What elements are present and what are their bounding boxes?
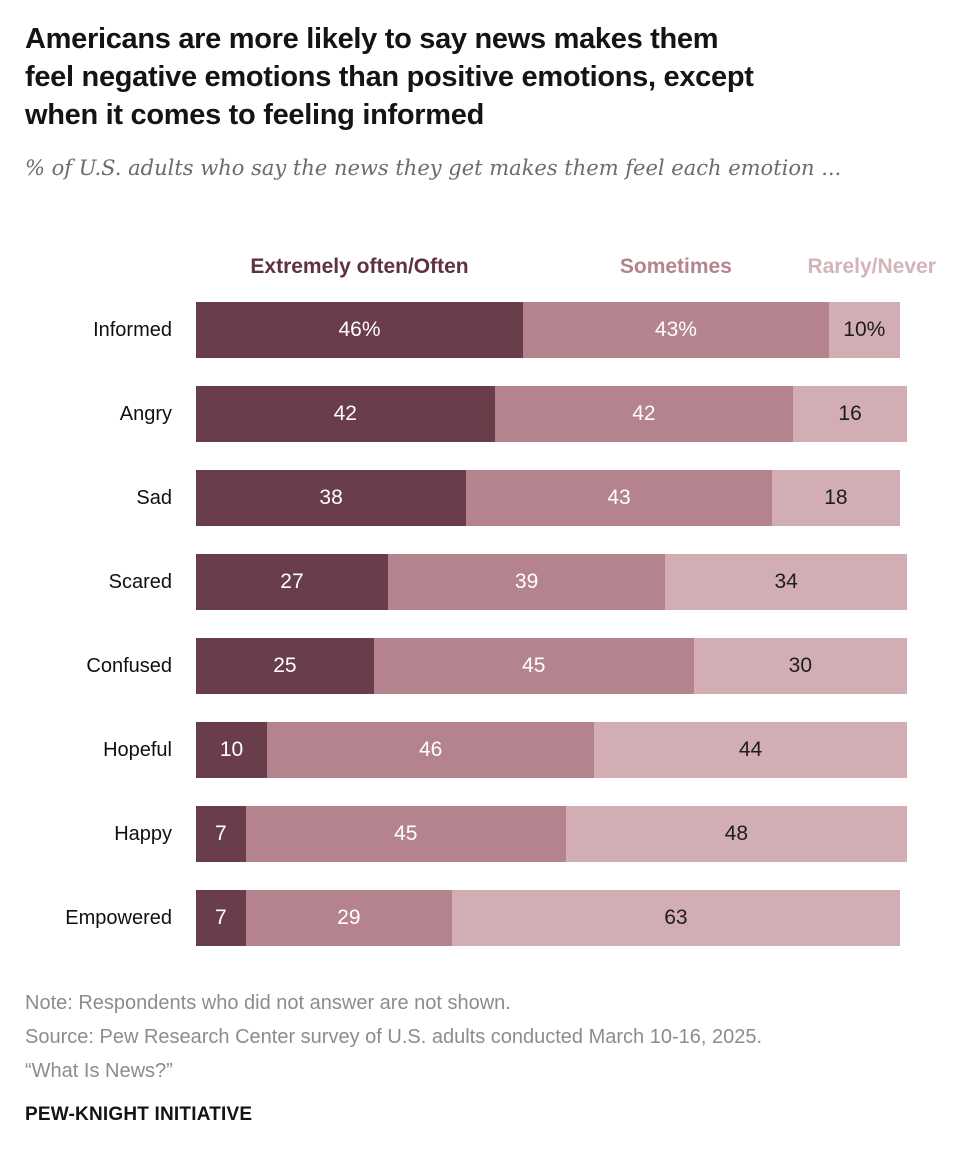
bar-segment: 48 [565, 806, 907, 862]
bar-value-label: 38 [319, 486, 343, 509]
bar-track: 7 45 48 [196, 806, 907, 862]
bar-segment: 38 [196, 470, 467, 526]
legend-item-sometimes: Sometimes [619, 255, 732, 278]
bar-row: Informed 46% 43% 10% [0, 302, 976, 358]
bar-segment: 10 [196, 722, 268, 778]
bar-segment: 39 [387, 554, 666, 610]
bar-segment: 43% [523, 302, 829, 358]
bar-row: Empowered 7 29 63 [0, 890, 976, 946]
legend-item-extremely-often: Extremely often/Often [250, 255, 469, 278]
bar-value-label: 48 [724, 822, 749, 845]
bar-value-label: 18 [824, 486, 848, 509]
bar-track: 25 45 30 [196, 638, 907, 694]
bar-value-label: 45 [522, 654, 546, 677]
bar-row: Happy 7 45 48 [0, 806, 976, 862]
bar-segment: 42 [494, 386, 794, 442]
bar-value-label: 27 [280, 570, 304, 593]
bar-value-label: 39 [514, 570, 539, 593]
brand-text: PEW-KNIGHT INITIATIVE [25, 1104, 253, 1125]
bar-value-label: 43 [607, 486, 631, 509]
page-title: Americans are more likely to say news ma… [25, 20, 946, 134]
stacked-bar-chart: Extremely often/Often Sometimes Rarely/N… [0, 216, 976, 946]
page-subtitle: % of U.S. adults who say the news they g… [25, 156, 842, 180]
chart-rows: Informed 46% 43% 10% Angry 42 42 16 Sad 38 43 18 Sca… [0, 302, 976, 946]
bar-value-label: 30 [788, 654, 813, 677]
bar-segment: 30 [693, 638, 907, 694]
bar-segment: 10% [828, 302, 900, 358]
bar-segment: 46% [196, 302, 524, 358]
bar-track: 38 43 18 [196, 470, 907, 526]
title-line-2: feel negative emotions than positive emo… [25, 61, 754, 93]
bar-value-label: 7 [215, 906, 227, 929]
bar-segment: 46 [267, 722, 595, 778]
bar-segment: 45 [245, 806, 566, 862]
row-label: Informed [93, 318, 172, 341]
bar-segment: 29 [245, 890, 452, 946]
footer: Note: Respondents who did not answer are… [0, 946, 976, 1126]
bar-segment: 43 [466, 470, 772, 526]
bar-track: 46% 43% 10% [196, 302, 907, 358]
bar-value-label: 29 [337, 906, 361, 929]
bar-track: 42 42 16 [196, 386, 907, 442]
bar-value-label: 42 [333, 402, 357, 425]
bar-row: Hopeful 10 46 44 [0, 722, 976, 778]
bar-value-label: 34 [774, 570, 798, 593]
bar-segment: 27 [196, 554, 388, 610]
bar-value-label: 42 [632, 402, 656, 425]
chart-legend: Extremely often/Often Sometimes Rarely/N… [196, 216, 935, 280]
bar-value-label: 10 [219, 738, 244, 761]
bar-row: Confused 25 45 30 [0, 638, 976, 694]
bar-value-label: 25 [273, 654, 297, 677]
bar-track: 27 39 34 [196, 554, 907, 610]
row-label: Empowered [65, 906, 172, 929]
title-line-1: Americans are more likely to say news ma… [25, 23, 719, 55]
bar-segment: 7 [196, 890, 246, 946]
source-text: Source: Pew Research Center survey of U.… [25, 1026, 763, 1048]
bar-segment: 44 [594, 722, 907, 778]
bar-segment: 7 [196, 806, 246, 862]
bar-segment: 42 [196, 386, 495, 442]
bar-segment: 63 [451, 890, 900, 946]
row-label: Sad [136, 486, 172, 509]
row-label: Confused [86, 654, 172, 677]
bar-row: Scared 27 39 34 [0, 554, 976, 610]
bar-segment: 16 [793, 386, 907, 442]
bar-value-label: 16 [838, 402, 862, 425]
row-label: Hopeful [103, 738, 172, 761]
bar-segment: 34 [665, 554, 907, 610]
header: Americans are more likely to say news ma… [0, 0, 976, 180]
bar-value-label: 46% [338, 318, 381, 341]
bar-segment: 25 [196, 638, 374, 694]
bar-row: Sad 38 43 18 [0, 470, 976, 526]
note-text: Note: Respondents who did not answer are… [25, 992, 511, 1014]
bar-segment: 45 [373, 638, 694, 694]
row-label: Scared [108, 570, 172, 593]
bar-value-label: 45 [394, 822, 418, 845]
bar-value-label: 43% [654, 318, 697, 341]
bar-track: 7 29 63 [196, 890, 907, 946]
bar-row: Angry 42 42 16 [0, 386, 976, 442]
title-line-3: when it comes to feeling informed [25, 99, 484, 131]
legend-item-rarely-never: Rarely/Never [807, 255, 936, 278]
bar-value-label: 46 [418, 738, 443, 761]
bar-track: 10 46 44 [196, 722, 907, 778]
bar-value-label: 7 [215, 822, 227, 845]
bar-value-label: 44 [738, 738, 763, 761]
bar-value-label: 63 [664, 906, 688, 929]
bar-value-label: 10% [843, 318, 886, 341]
row-label: Angry [119, 402, 172, 425]
row-label: Happy [114, 822, 172, 845]
bar-segment: 18 [771, 470, 900, 526]
source-text-2: “What Is News?” [25, 1060, 173, 1082]
